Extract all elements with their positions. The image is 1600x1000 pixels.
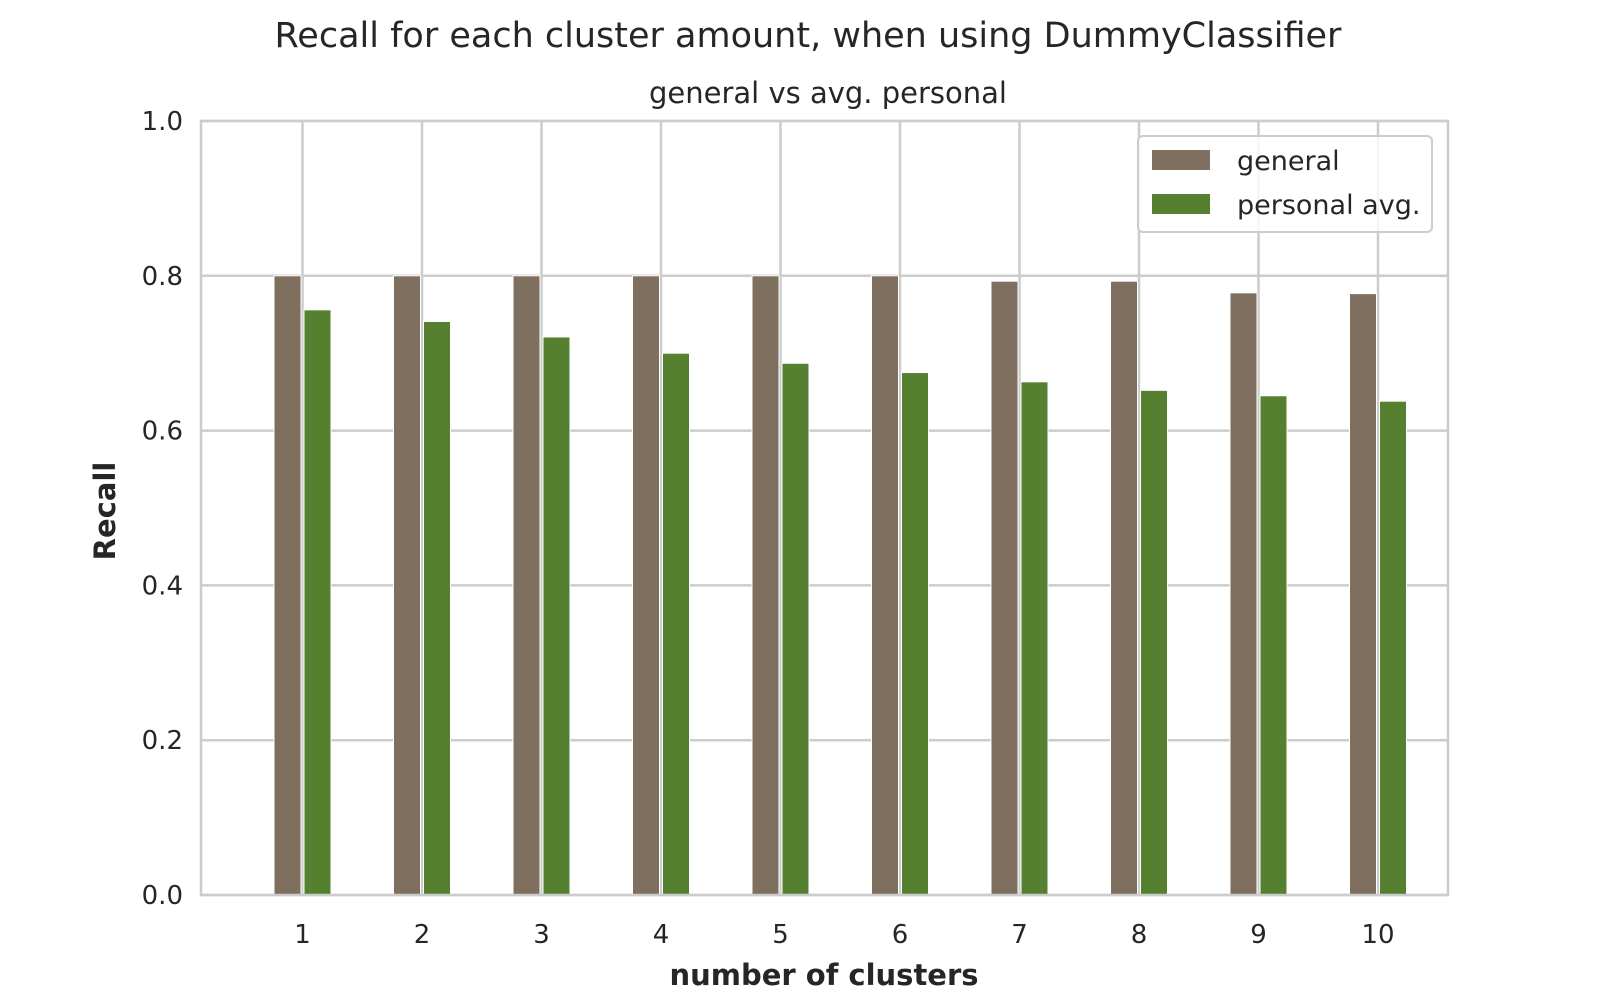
- x-tick-label: 7: [1011, 920, 1028, 950]
- chart-subtitle: general vs avg. personal: [649, 76, 1007, 110]
- tick-labels: 0.0 0.2 0.4 0.6 0.8 1.0 1 2 3 4 5 6 7 8 9 10: [142, 107, 1395, 950]
- bar-personal-avg: [303, 309, 332, 896]
- bar-personal-avg: [542, 336, 571, 896]
- bar-personal-avg: [781, 362, 810, 896]
- y-tick-label: 0.4: [142, 571, 183, 601]
- legend: general personal avg.: [1137, 135, 1433, 233]
- y-tick-label: 0.8: [142, 262, 183, 292]
- bar-personal-avg: [1259, 395, 1288, 896]
- legend-label-personal-avg: personal avg.: [1237, 190, 1420, 221]
- y-axis-label: Recall: [88, 462, 122, 561]
- legend-swatch-personal-avg: [1152, 194, 1210, 214]
- y-tick-label: 0.6: [142, 417, 183, 447]
- x-tick-label: 4: [653, 920, 670, 950]
- y-tick-label: 0.2: [142, 726, 183, 756]
- bar-personal-avg: [901, 372, 929, 896]
- bar-general: [1110, 280, 1138, 896]
- bar-general: [990, 280, 1019, 896]
- bars: [273, 275, 1407, 896]
- y-tick-label: 0.0: [142, 881, 183, 911]
- bar-general: [1349, 293, 1377, 896]
- bar-personal-avg: [662, 352, 690, 896]
- x-tick-label: 9: [1250, 920, 1267, 950]
- x-tick-label: 10: [1361, 920, 1394, 950]
- bar-personal-avg: [1140, 389, 1168, 896]
- chart-title: Recall for each cluster amount, when usi…: [275, 16, 1343, 56]
- x-tick-label: 5: [772, 920, 789, 950]
- bar-general: [751, 275, 780, 896]
- plot-area-frame: [199, 119, 1450, 897]
- bar-general: [512, 275, 541, 896]
- bar-personal-avg: [1379, 400, 1407, 896]
- legend-swatch-general: [1152, 150, 1210, 170]
- bar-general: [632, 275, 660, 896]
- legend-box: [1137, 135, 1433, 233]
- x-tick-label: 8: [1131, 920, 1148, 950]
- y-tick-label: 1.0: [142, 107, 183, 137]
- x-tick-label: 6: [892, 920, 909, 950]
- bar-general: [1229, 292, 1258, 896]
- x-tick-label: 3: [533, 920, 550, 950]
- bar-general: [393, 275, 421, 896]
- legend-label-general: general: [1237, 146, 1340, 177]
- bar-personal-avg: [423, 320, 451, 896]
- x-axis-label: number of clusters: [669, 958, 978, 992]
- bar-personal-avg: [1020, 381, 1049, 896]
- x-tick-label: 1: [294, 920, 311, 950]
- bar-general: [871, 275, 899, 896]
- bar-general: [273, 275, 302, 896]
- x-tick-label: 2: [414, 920, 431, 950]
